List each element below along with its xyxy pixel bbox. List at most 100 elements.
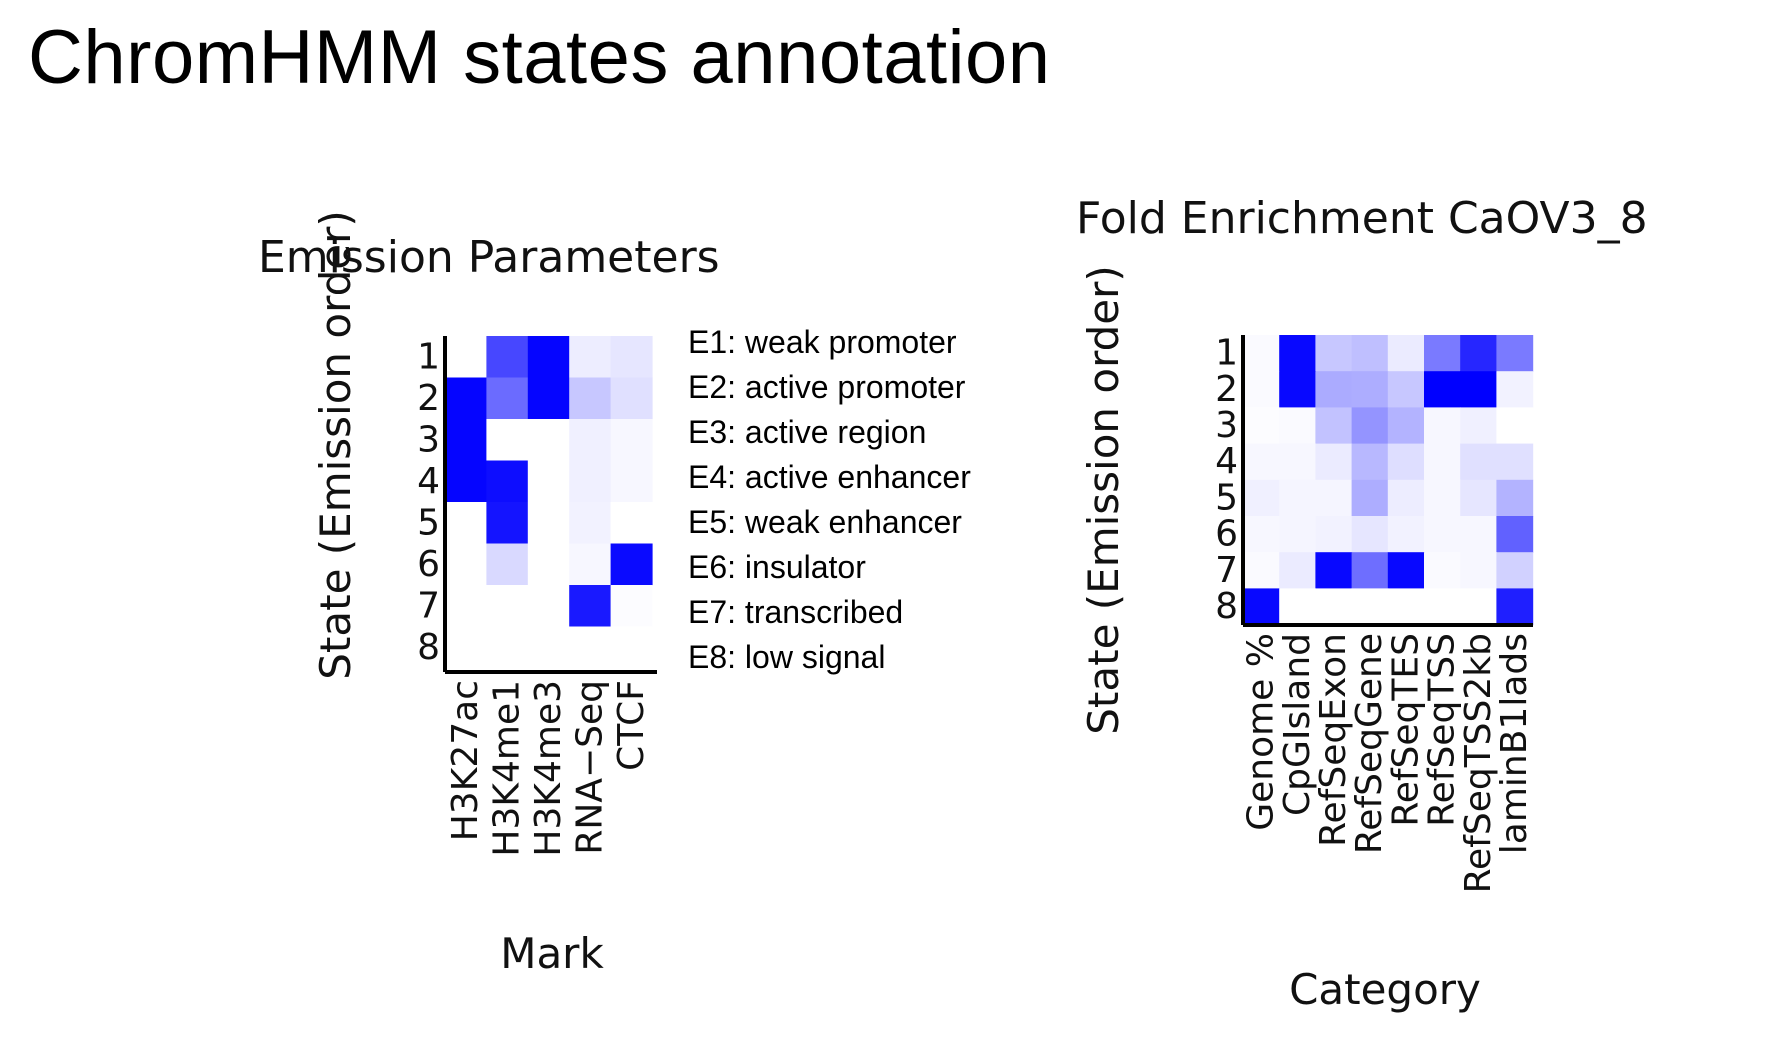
emission-row-tick-5: 5 (417, 502, 440, 543)
legend-item-e2: E2: active promoter (688, 369, 966, 405)
fold-cell-r7-c2 (1279, 552, 1316, 589)
emission-cell-r1-c3 (527, 336, 570, 379)
fold-cell-r7-c5 (1387, 552, 1425, 589)
emission-cell-r8-c5 (610, 626, 653, 669)
fold-cell-r5-c6 (1424, 479, 1461, 517)
emission-y-axis-label: State (Emission order) (311, 210, 360, 680)
fold-cell-r6-c1 (1243, 516, 1280, 553)
emission-cell-r8-c2 (486, 626, 529, 669)
emission-row-tick-7: 7 (417, 585, 440, 626)
emission-col-tick-4: RNA−Seq (569, 680, 610, 855)
fold-cell-r6-c4 (1351, 516, 1389, 553)
emission-cell-r1-c1 (445, 336, 487, 379)
fold-row-tick-4: 4 (1215, 441, 1238, 482)
fold-cell-r4-c1 (1243, 443, 1280, 481)
emission-cell-r5-c1 (445, 502, 487, 545)
fold-cell-r3-c4 (1351, 407, 1389, 445)
fold-row-tick-1: 1 (1215, 333, 1238, 374)
emission-cell-r2-c4 (569, 377, 612, 420)
fold-cell-r6-c5 (1387, 516, 1425, 553)
fold-cell-r8-c8 (1496, 588, 1534, 626)
fold-row-tick-2: 2 (1215, 369, 1238, 410)
legend-item-e8: E8: low signal (688, 639, 886, 675)
fold-cell-r4-c6 (1424, 443, 1461, 481)
fold-cell-r3-c5 (1387, 407, 1425, 445)
fold-cell-r8-c1 (1243, 588, 1280, 626)
fold-cell-r5-c8 (1496, 479, 1534, 517)
emission-cell-r7-c5 (610, 585, 653, 628)
fold-cells (1243, 335, 1534, 626)
emission-cell-r3-c4 (569, 419, 612, 462)
emission-cell-r6-c4 (569, 543, 612, 586)
fold-row-tick-8: 8 (1215, 586, 1238, 627)
fold-cell-r6-c6 (1424, 516, 1461, 553)
fold-cell-r1-c6 (1424, 335, 1461, 372)
emission-cell-r4-c2 (486, 460, 529, 503)
fold-cell-r6-c7 (1460, 516, 1497, 553)
emission-cell-r8-c4 (569, 626, 612, 669)
fold-col-tick-1: Genome % (1241, 633, 1282, 831)
fold-cell-r3-c1 (1243, 407, 1280, 445)
emission-cell-r1-c5 (610, 336, 653, 379)
fold-cell-r7-c1 (1243, 552, 1280, 589)
legend-item-e5: E5: weak enhancer (688, 504, 962, 540)
fold-row-tick-6: 6 (1215, 514, 1238, 555)
legend-item-e4: E4: active enhancer (688, 459, 971, 495)
fold-cell-r5-c5 (1387, 479, 1425, 517)
fold-cell-r3-c8 (1496, 407, 1534, 445)
fold-cell-r2-c7 (1460, 371, 1497, 408)
fold-y-axis-label: State (Emission order) (1079, 265, 1128, 735)
emission-cell-r5-c3 (527, 502, 570, 545)
fold-cell-r8-c5 (1387, 588, 1425, 626)
fold-cell-r1-c8 (1496, 335, 1534, 372)
legend-item-e6: E6: insulator (688, 549, 866, 585)
emission-cell-r3-c2 (486, 419, 529, 462)
emission-cell-r8-c1 (445, 626, 487, 669)
emission-cell-r1-c4 (569, 336, 612, 379)
emission-heatmap: Emission Parameters State (Emission orde… (258, 210, 720, 978)
emission-cell-r7-c1 (445, 585, 487, 628)
emission-col-tick-3: H3K4me3 (528, 680, 569, 857)
fold-cell-r7-c4 (1351, 552, 1389, 589)
fold-x-axis-label: Category (1289, 965, 1481, 1014)
emission-col-tick-2: H3K4me1 (487, 680, 528, 857)
fold-cell-r8-c2 (1279, 588, 1316, 626)
fold-col-tick-8: laminB1lads (1494, 633, 1535, 854)
fold-cell-r5-c4 (1351, 479, 1389, 517)
fold-cell-r2-c5 (1387, 371, 1425, 408)
emission-row-tick-8: 8 (417, 627, 440, 668)
fold-row-tick-3: 3 (1215, 405, 1238, 446)
fold-cell-r7-c8 (1496, 552, 1534, 589)
fold-row-tick-7: 7 (1215, 550, 1238, 591)
emission-cell-r6-c3 (527, 543, 570, 586)
fold-col-tick-2: CpGIsland (1277, 633, 1318, 816)
fold-col-tick-3: RefSeqExon (1313, 633, 1354, 847)
fold-cell-r7-c3 (1315, 552, 1353, 589)
fold-row-tick-5: 5 (1215, 477, 1238, 518)
emission-row-tick-1: 1 (417, 336, 440, 377)
fold-cell-r5-c1 (1243, 479, 1280, 517)
emission-column-ticks: H3K27ac H3K4me1 H3K4me3 RNA−Seq CTCF (445, 680, 652, 857)
fold-cell-r5-c7 (1460, 479, 1497, 517)
fold-cell-r4-c7 (1460, 443, 1497, 481)
fold-cell-r8-c4 (1351, 588, 1389, 626)
emission-cell-r6-c1 (445, 543, 487, 586)
fold-cell-r6-c3 (1315, 516, 1353, 553)
emission-cell-r6-c2 (486, 543, 529, 586)
emission-cell-r7-c2 (486, 585, 529, 628)
fold-cell-r3-c7 (1460, 407, 1497, 445)
fold-cell-r4-c2 (1279, 443, 1316, 481)
fold-cell-r6-c8 (1496, 516, 1534, 553)
fold-cell-r3-c3 (1315, 407, 1353, 445)
emission-cell-r4-c5 (610, 460, 653, 503)
fold-cell-r2-c3 (1315, 371, 1353, 408)
emission-cell-r5-c2 (486, 502, 529, 545)
fold-cell-r1-c3 (1315, 335, 1353, 372)
emission-cell-r4-c4 (569, 460, 612, 503)
fold-cell-r3-c6 (1424, 407, 1461, 445)
emission-cell-r2-c1 (445, 377, 487, 420)
fold-col-tick-4: RefSeqGene (1349, 633, 1390, 854)
